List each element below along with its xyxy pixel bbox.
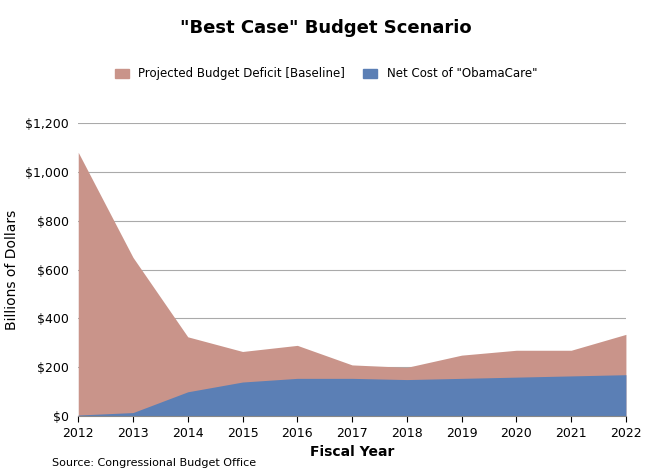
Text: "Best Case" Budget Scenario: "Best Case" Budget Scenario — [180, 19, 472, 37]
Legend: Projected Budget Deficit [Baseline], Net Cost of "ObamaCare": Projected Budget Deficit [Baseline], Net… — [110, 62, 542, 85]
Text: Source: Congressional Budget Office: Source: Congressional Budget Office — [52, 458, 256, 468]
Y-axis label: Billions of Dollars: Billions of Dollars — [5, 210, 19, 330]
X-axis label: Fiscal Year: Fiscal Year — [310, 445, 394, 459]
